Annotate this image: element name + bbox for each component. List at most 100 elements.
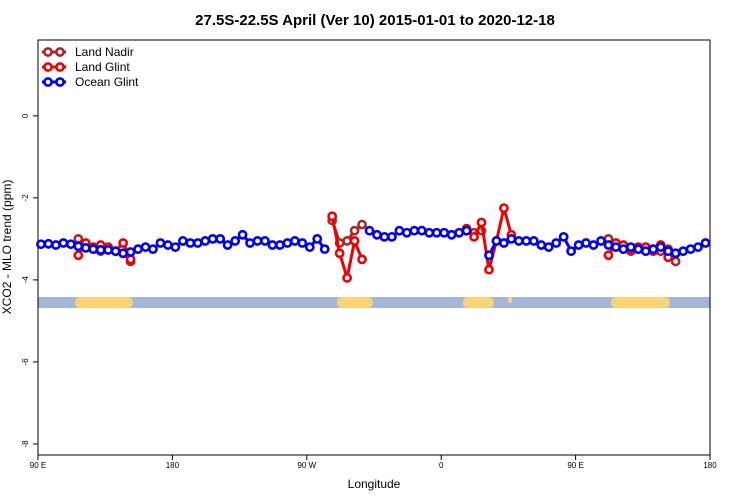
data-point bbox=[551, 238, 562, 248]
data-point bbox=[469, 231, 479, 242]
data-point bbox=[43, 238, 54, 249]
data-point bbox=[461, 225, 472, 236]
y-tick-label: 0 bbox=[21, 113, 30, 118]
legend-marker bbox=[55, 77, 65, 87]
data-point bbox=[230, 236, 241, 246]
data-point bbox=[357, 254, 367, 265]
data-point bbox=[95, 245, 106, 255]
ocean-strip bbox=[38, 297, 710, 308]
y-tick-label: -6 bbox=[21, 358, 30, 366]
data-point bbox=[110, 246, 121, 257]
data-point bbox=[506, 233, 517, 244]
data-point bbox=[499, 203, 509, 214]
data-point bbox=[476, 217, 487, 228]
data-point bbox=[521, 236, 532, 246]
data-point bbox=[275, 240, 285, 250]
y-axis-label: XCO2 - MLO trend (ppm) bbox=[0, 180, 14, 315]
data-point bbox=[513, 236, 524, 246]
data-point bbox=[245, 238, 255, 248]
data-point bbox=[312, 233, 323, 244]
data-point bbox=[655, 242, 666, 252]
legend-marker bbox=[43, 77, 53, 87]
data-point bbox=[36, 239, 46, 250]
chart-title: 27.5S-22.5S April (Ver 10) 2015-01-01 to… bbox=[195, 12, 555, 29]
data-point bbox=[118, 238, 129, 248]
data-point bbox=[596, 236, 606, 246]
x-tick-label: 90 W bbox=[297, 461, 316, 470]
data-point bbox=[581, 238, 591, 248]
data-point bbox=[499, 238, 509, 248]
data-point bbox=[700, 238, 711, 248]
data-point bbox=[625, 242, 636, 252]
x-axis-label: Longitude bbox=[348, 477, 401, 491]
data-point bbox=[140, 242, 151, 252]
data-point bbox=[297, 238, 308, 248]
data-point bbox=[372, 229, 382, 240]
data-point bbox=[342, 236, 353, 246]
data-point bbox=[648, 244, 659, 255]
data-point bbox=[237, 229, 248, 240]
x-tick-label: 90 E bbox=[567, 461, 583, 470]
land-ocean-strip bbox=[38, 297, 710, 308]
data-point bbox=[663, 246, 674, 257]
data-point bbox=[73, 241, 84, 252]
legend-label: Land Glint bbox=[75, 60, 130, 74]
data-point bbox=[200, 236, 211, 246]
data-point bbox=[484, 264, 494, 275]
data-point bbox=[409, 225, 420, 236]
data-point bbox=[207, 233, 218, 244]
x-tick-label: 90 E bbox=[30, 461, 46, 470]
data-point bbox=[670, 248, 681, 259]
data-point bbox=[192, 238, 203, 248]
legend-marker bbox=[43, 47, 53, 57]
data-point bbox=[357, 219, 367, 230]
data-point bbox=[73, 250, 84, 261]
data-point bbox=[491, 236, 502, 246]
data-point bbox=[670, 256, 681, 267]
data-point bbox=[416, 225, 427, 236]
data-point bbox=[88, 244, 99, 255]
legend-marker bbox=[55, 47, 65, 57]
data-point bbox=[566, 246, 577, 257]
data-point bbox=[65, 239, 76, 250]
data-point bbox=[319, 244, 330, 255]
y-tick-label: -8 bbox=[21, 440, 30, 448]
data-point bbox=[342, 272, 353, 283]
data-point bbox=[640, 246, 651, 257]
y-tick-label: -4 bbox=[21, 276, 30, 284]
data-point bbox=[51, 240, 61, 250]
legend-label: Land Nadir bbox=[75, 45, 134, 59]
data-point bbox=[80, 243, 91, 253]
data-point bbox=[252, 236, 263, 246]
data-point bbox=[222, 240, 233, 250]
data-point bbox=[349, 236, 360, 246]
x-tick-label: 0 bbox=[439, 461, 444, 470]
data-point bbox=[177, 236, 188, 246]
data-point bbox=[424, 227, 435, 238]
data-point bbox=[118, 248, 129, 259]
data-point bbox=[633, 244, 644, 255]
data-point bbox=[603, 250, 614, 261]
data-point bbox=[573, 240, 584, 250]
data-point bbox=[170, 242, 181, 252]
data-point bbox=[215, 233, 226, 244]
data-point bbox=[685, 244, 696, 255]
legend-label: Ocean Glint bbox=[75, 75, 139, 89]
data-point bbox=[379, 231, 390, 242]
data-point bbox=[260, 236, 270, 246]
data-point bbox=[431, 227, 442, 238]
data-point bbox=[678, 246, 689, 257]
land-patch bbox=[337, 297, 373, 308]
data-point bbox=[334, 248, 345, 259]
land-patch bbox=[75, 297, 133, 308]
data-point bbox=[304, 242, 315, 252]
data-point bbox=[618, 244, 629, 255]
data-point bbox=[588, 240, 599, 250]
data-point bbox=[439, 227, 450, 238]
data-point bbox=[327, 211, 338, 222]
data-point bbox=[103, 245, 114, 255]
legend-marker bbox=[55, 62, 65, 72]
data-point bbox=[454, 227, 465, 238]
data-point bbox=[163, 240, 173, 250]
